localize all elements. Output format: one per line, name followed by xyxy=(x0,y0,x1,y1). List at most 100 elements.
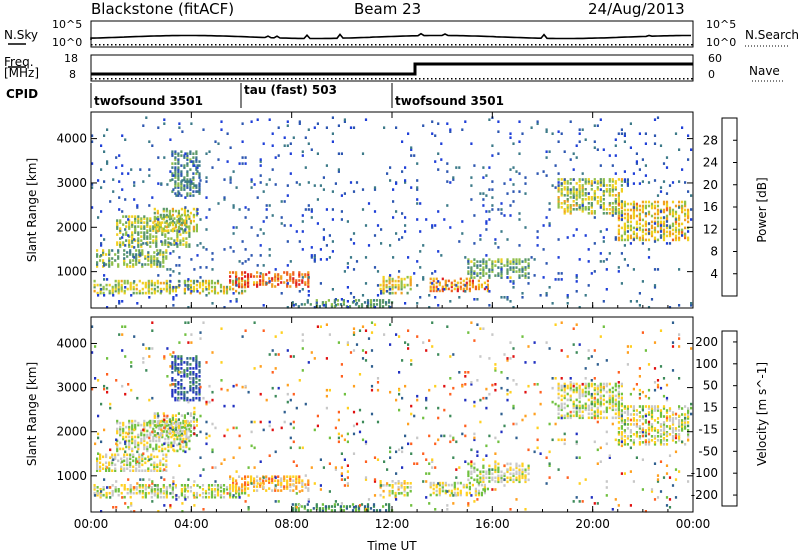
heatmap-cell xyxy=(560,406,563,410)
heatmap-cell xyxy=(485,228,488,231)
heatmap-cell xyxy=(186,186,189,189)
heatmap-cell xyxy=(611,394,614,398)
heatmap-cell xyxy=(123,488,126,491)
heatmap-cell xyxy=(301,485,304,488)
heatmap-cell xyxy=(453,487,456,491)
heatmap-cell xyxy=(244,283,247,286)
heatmap-cell xyxy=(331,250,334,253)
heatmap-cell xyxy=(189,152,192,155)
heatmap-cell xyxy=(687,236,690,240)
heatmap-cell xyxy=(578,306,581,309)
heatmap-cell xyxy=(153,416,156,419)
heatmap-cell xyxy=(372,503,376,506)
heatmap-cell xyxy=(629,202,632,206)
heatmap-cell xyxy=(309,303,312,306)
heatmap-cell xyxy=(617,411,620,414)
heatmap-cell xyxy=(291,301,294,304)
heatmap-cell xyxy=(638,226,641,230)
heatmap-cell xyxy=(283,485,286,488)
heatmap-cell xyxy=(406,291,409,295)
heatmap-cell xyxy=(219,486,223,489)
nave-point xyxy=(311,78,313,80)
velocity-heatmap xyxy=(91,321,693,513)
heatmap-cell xyxy=(611,210,614,213)
heatmap-cell xyxy=(611,212,614,215)
heatmap-cell xyxy=(620,216,623,220)
heatmap-cell xyxy=(286,483,289,486)
heatmap-cell xyxy=(157,252,160,255)
heatmap-cell xyxy=(397,488,400,491)
nave-point xyxy=(171,78,173,80)
heatmap-cell xyxy=(121,333,124,336)
heatmap-cell xyxy=(226,492,229,495)
heatmap-cell xyxy=(467,272,470,275)
heatmap-cell xyxy=(235,482,238,485)
heatmap-cell xyxy=(116,233,119,236)
heatmap-cell xyxy=(226,160,229,163)
heatmap-cell xyxy=(180,355,183,358)
heatmap-cell xyxy=(286,285,289,288)
heatmap-cell xyxy=(668,210,672,214)
heatmap-cell xyxy=(590,416,593,420)
heatmap-cell xyxy=(125,425,128,429)
heatmap-cell xyxy=(109,402,112,406)
heatmap-cell xyxy=(491,266,494,269)
heatmap-cell xyxy=(188,447,191,451)
heatmap-cell xyxy=(106,357,109,360)
heatmap-cell xyxy=(453,483,456,487)
heatmap-cell xyxy=(678,304,681,307)
heatmap-cell xyxy=(292,271,295,274)
heatmap-cell xyxy=(186,192,189,195)
heatmap-cell xyxy=(678,421,681,424)
heatmap-cell xyxy=(346,266,349,269)
heatmap-cell xyxy=(617,270,620,273)
heatmap-cell xyxy=(437,280,440,283)
heatmap-cell xyxy=(626,435,629,438)
heatmap-cell xyxy=(620,396,623,400)
heatmap-cell xyxy=(563,416,566,420)
heatmap-cell xyxy=(409,281,412,285)
heatmap-cell xyxy=(187,321,190,324)
nsearch-point xyxy=(151,44,153,46)
heatmap-cell xyxy=(183,416,186,419)
heatmap-cell xyxy=(587,390,590,394)
heatmap-cell xyxy=(575,144,578,147)
heatmap-cell xyxy=(171,377,174,380)
heatmap-cell xyxy=(192,289,195,293)
heatmap-cell xyxy=(189,192,192,195)
heatmap-cell xyxy=(117,257,120,260)
heatmap-cell xyxy=(578,392,581,396)
heatmap-cell xyxy=(159,467,162,470)
heatmap-cell xyxy=(635,433,638,436)
heatmap-cell xyxy=(584,194,587,197)
heatmap-cell xyxy=(665,204,669,208)
heatmap-cell xyxy=(512,166,515,169)
heatmap-cell xyxy=(159,432,162,435)
heatmap-cell xyxy=(175,422,178,426)
heatmap-cell xyxy=(160,476,163,479)
heatmap-cell xyxy=(614,182,617,185)
heatmap-cell xyxy=(346,286,349,289)
heatmap-cell xyxy=(121,236,124,239)
heatmap-cell xyxy=(629,423,632,426)
heatmap-cell xyxy=(617,439,620,442)
heatmap-cell xyxy=(165,283,168,287)
heatmap-cell xyxy=(207,279,211,283)
heatmap-cell xyxy=(202,468,205,471)
heatmap-cell xyxy=(518,218,521,221)
heatmap-cell xyxy=(684,443,687,446)
heatmap-cell xyxy=(572,204,575,207)
heatmap-cell xyxy=(152,239,155,242)
heatmap-cell xyxy=(614,404,617,408)
heatmap-cell xyxy=(629,122,632,125)
heatmap-cell xyxy=(144,461,147,465)
heatmap-cell xyxy=(629,220,632,224)
heatmap-cell xyxy=(176,449,179,453)
heatmap-cell xyxy=(162,265,165,268)
heatmap-cell xyxy=(188,233,191,236)
heatmap-cell xyxy=(123,279,126,283)
heatmap-cell xyxy=(638,236,641,240)
heatmap-cell xyxy=(614,206,617,209)
heatmap-cell xyxy=(638,204,641,208)
heatmap-cell xyxy=(431,120,434,123)
